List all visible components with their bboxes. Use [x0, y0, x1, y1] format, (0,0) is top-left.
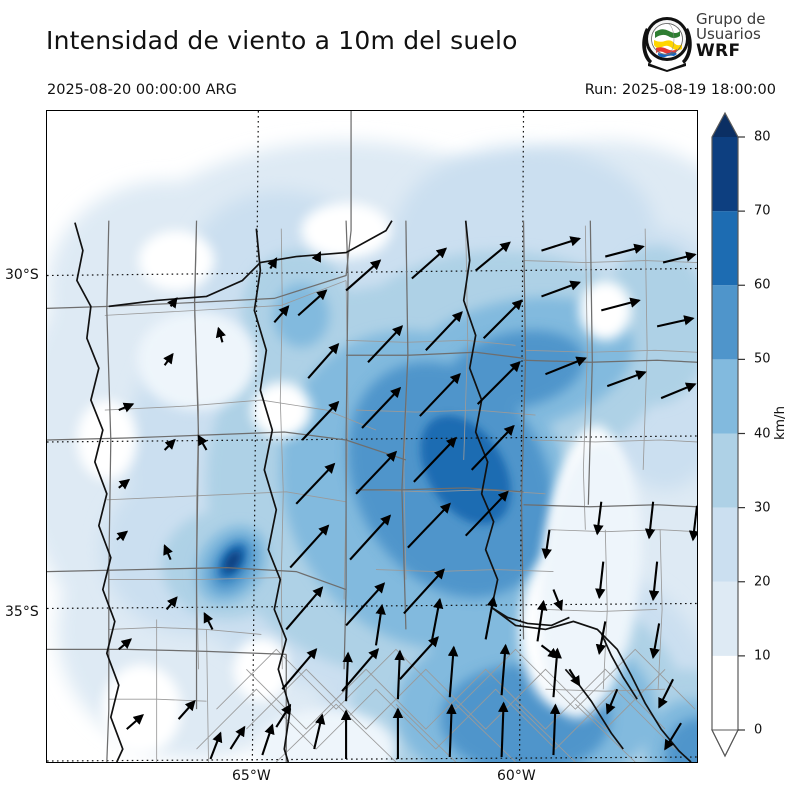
colorbar-bands — [711, 111, 739, 758]
colorbar-tick-label-30: 30 — [754, 500, 771, 516]
colorbar-tick-label-40: 40 — [754, 426, 771, 441]
axis-label-lon-60w: 60°W — [497, 768, 536, 784]
logo-line-1: Grupo de — [696, 10, 766, 28]
valid-time-label: 2025-08-20 00:00:00 ARG — [47, 82, 237, 98]
colorbar-svg — [711, 111, 745, 758]
graticule-lines — [47, 111, 697, 762]
colorbar-band-50-60 — [712, 285, 738, 360]
colorbar-band-40-50 — [712, 359, 738, 434]
colorbar-tick-label-0: 0 — [754, 722, 763, 738]
axis-label-lon-65w: 65°W — [232, 768, 271, 784]
colorbar-tick-label-50: 50 — [754, 351, 771, 367]
brand-logo: Grupo de Usuarios WRF — [638, 10, 793, 74]
colorbar-ticks — [738, 136, 745, 731]
colorbar-band-70-80 — [712, 137, 738, 212]
province-boundaries — [47, 111, 697, 762]
run-time-label: Run: 2025-08-19 18:00:00 — [584, 82, 776, 98]
wind-vector-arrows — [116, 236, 697, 760]
colorbar[interactable]: km/h 0 10 20 30 40 50 60 70 80 — [710, 110, 800, 770]
wind-intensity-map[interactable] — [46, 110, 698, 763]
colorbar-extend-min — [711, 729, 739, 758]
map-canvas — [47, 111, 697, 762]
colorbar-tick-label-20: 20 — [754, 574, 771, 590]
wind-speed-contour-fill — [47, 140, 697, 762]
colorbar-unit-label: km/h — [772, 405, 788, 440]
colorbar-tick-label-10: 10 — [754, 648, 771, 664]
colorbar-band-10-20 — [712, 581, 738, 656]
colorbar-tick-label-80: 80 — [754, 129, 771, 145]
page-title: Intensidad de viento a 10m del suelo — [46, 26, 518, 55]
colorbar-extend-max — [712, 113, 738, 137]
colorbar-tick-label-70: 70 — [754, 203, 771, 219]
colorbar-band-20-30 — [712, 507, 738, 582]
colorbar-band-30-40 — [712, 433, 738, 508]
axis-label-lat-30s: 30°S — [5, 267, 39, 283]
wrf-globe-emblem — [642, 17, 692, 72]
brand-logo-text: Grupo de Usuarios WRF — [696, 10, 766, 61]
logo-line-3: WRF — [696, 40, 741, 61]
logo-line-2: Usuarios — [696, 25, 761, 44]
colorbar-tick-label-60: 60 — [754, 277, 771, 293]
colorbar-band-60-70 — [712, 211, 738, 286]
axis-label-lat-35s: 35°S — [5, 604, 39, 620]
colorbar-band-0-10 — [712, 655, 738, 730]
